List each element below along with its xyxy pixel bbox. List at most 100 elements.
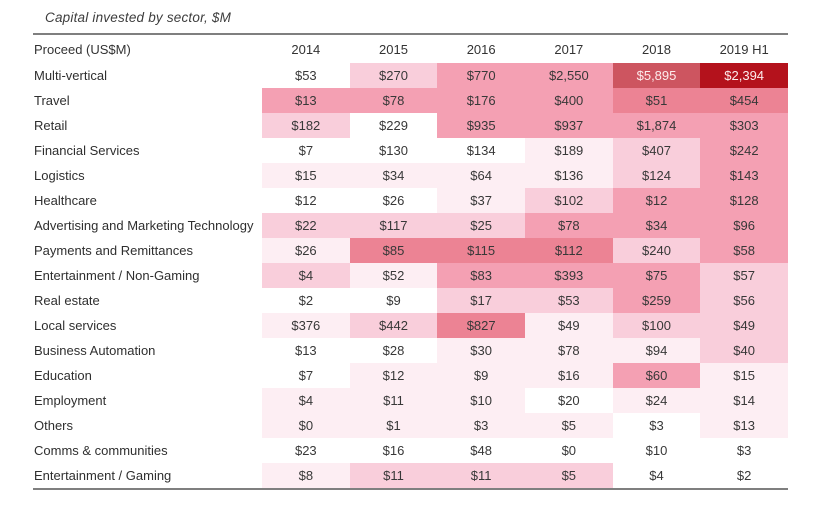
heatmap-cell: $117 — [349, 213, 438, 238]
heatmap-cell: $49 — [700, 313, 788, 338]
row-label: Advertising and Marketing Technology — [34, 218, 254, 233]
heatmap-cell: $49 — [524, 313, 613, 338]
table-row: Entertainment / Non-Gaming $4 $52 $83 $393 $7… — [33, 263, 788, 288]
heatmap-cell: $11 — [349, 388, 438, 413]
heatmap-cell: $9 — [349, 288, 438, 313]
heatmap-cell: $2 — [700, 463, 788, 488]
table-row: Education $7 $12 $9 $16 $60 $15 — [33, 363, 788, 388]
heatmap-cell: $64 — [437, 163, 525, 188]
heatmap-cell: $57 — [700, 263, 788, 288]
table-row: Retail $182 $229 $935 $937 $1,874 $303 — [33, 113, 788, 138]
heatmap-cell: $10 — [612, 438, 701, 463]
heatmap-cell: $770 — [437, 63, 525, 88]
heatmap-cell: $7 — [262, 138, 350, 163]
row-label: Comms & communities — [34, 443, 168, 458]
heatmap-cell: $13 — [262, 338, 350, 363]
heatmap-cell: $37 — [437, 188, 525, 213]
table-row: Advertising and Marketing Technology $22 $… — [33, 213, 788, 238]
heatmap-cell: $189 — [524, 138, 613, 163]
heatmap-cell: $937 — [524, 113, 613, 138]
heatmap-cell: $85 — [349, 238, 438, 263]
heatmap-cell: $5 — [524, 413, 613, 438]
heatmap-table: Proceed (US$M) 2014 2015 2016 2017 2018 2019 … — [33, 33, 788, 490]
table-row: Entertainment / Gaming $8 $11 $11 $5 $4 $2 — [33, 463, 788, 488]
header-row: Proceed (US$M) 2014 2015 2016 2017 2018 2019 … — [33, 35, 788, 63]
column-header-2019-h1: 2019 H1 — [719, 41, 769, 57]
heatmap-cell: $115 — [437, 238, 525, 263]
heatmap-cell: $15 — [262, 163, 350, 188]
heatmap-cell: $14 — [700, 388, 788, 413]
table-row: Others $0 $1 $3 $5 $3 $13 — [33, 413, 788, 438]
heatmap-cell: $143 — [700, 163, 788, 188]
row-label: Entertainment / Non-Gaming — [34, 268, 200, 283]
heatmap-cell: $3 — [612, 413, 701, 438]
column-header-2014: 2014 — [291, 41, 321, 57]
heatmap-cell: $376 — [262, 313, 350, 338]
heatmap-cell: $442 — [349, 313, 438, 338]
heatmap-cell: $2,550 — [524, 63, 613, 88]
heatmap-cell: $15 — [700, 363, 788, 388]
heatmap-cell: $22 — [262, 213, 350, 238]
heatmap-cell: $136 — [524, 163, 613, 188]
heatmap-cell: $100 — [612, 313, 701, 338]
heatmap-cell: $17 — [437, 288, 525, 313]
row-label: Logistics — [34, 168, 85, 183]
heatmap-cell: $393 — [524, 263, 613, 288]
heatmap-cell: $52 — [349, 263, 438, 288]
heatmap-cell: $40 — [700, 338, 788, 363]
heatmap-cell: $58 — [700, 238, 788, 263]
row-label: Education — [34, 368, 92, 383]
table-row: Healthcare $12 $26 $37 $102 $12 $128 — [33, 188, 788, 213]
row-label: Travel — [34, 93, 70, 108]
heatmap-cell: $23 — [262, 438, 350, 463]
heatmap-cell: $13 — [700, 413, 788, 438]
heatmap-cell: $16 — [349, 438, 438, 463]
heatmap-cell: $60 — [612, 363, 701, 388]
heatmap-cell: $48 — [437, 438, 525, 463]
heatmap-cell: $13 — [262, 88, 350, 113]
column-header-2016: 2016 — [466, 41, 496, 57]
heatmap-cell: $134 — [437, 138, 525, 163]
heatmap-cell: $242 — [700, 138, 788, 163]
row-label: Healthcare — [34, 193, 97, 208]
heatmap-cell: $259 — [612, 288, 701, 313]
row-label: Local services — [34, 318, 117, 333]
column-header-2017: 2017 — [554, 41, 584, 57]
heatmap-cell: $827 — [437, 313, 525, 338]
column-header-2015: 2015 — [379, 41, 408, 57]
row-label: Employment — [34, 393, 107, 408]
heatmap-cell: $112 — [524, 238, 613, 263]
row-label: Business Automation — [34, 343, 156, 358]
heatmap-cell: $4 — [612, 463, 701, 488]
heatmap-cell: $454 — [700, 88, 788, 113]
table-row: Multi-vertical $53 $270 $770 $2,550 $5,895 $2,… — [33, 63, 788, 88]
table-row: Comms & communities $23 $16 $48 $0 $10 $3 — [33, 438, 788, 463]
heatmap-cell: $25 — [437, 213, 525, 238]
heatmap-cell: $128 — [700, 188, 788, 213]
heatmap-cell: $400 — [524, 88, 613, 113]
row-label: Others — [34, 418, 74, 433]
heatmap-cell: $56 — [700, 288, 788, 313]
heatmap-cell: $124 — [612, 163, 701, 188]
heatmap-cell: $102 — [524, 188, 613, 213]
row-label: Multi-vertical — [34, 68, 107, 83]
heatmap-cell: $935 — [437, 113, 525, 138]
heatmap-cell: $11 — [349, 463, 438, 488]
heatmap-cell: $1,874 — [612, 113, 701, 138]
heatmap-cell: $182 — [262, 113, 350, 138]
heatmap-cell: $96 — [700, 213, 788, 238]
heatmap-cell: $5,895 — [612, 63, 701, 88]
heatmap-cell: $28 — [349, 338, 438, 363]
heatmap-cell: $12 — [349, 363, 438, 388]
heatmap-cell: $5 — [524, 463, 613, 488]
heatmap-cell: $9 — [437, 363, 525, 388]
heatmap-cell: $10 — [437, 388, 525, 413]
heatmap-cell: $34 — [612, 213, 701, 238]
heatmap-cell: $270 — [349, 63, 438, 88]
heatmap-cell: $24 — [612, 388, 701, 413]
table-row: Local services $376 $442 $827 $49 $100 $49 — [33, 313, 788, 338]
row-label: Real estate — [34, 293, 100, 308]
heatmap-cell: $78 — [524, 338, 613, 363]
heatmap-cell: $4 — [262, 263, 350, 288]
row-label: Entertainment / Gaming — [34, 468, 172, 483]
